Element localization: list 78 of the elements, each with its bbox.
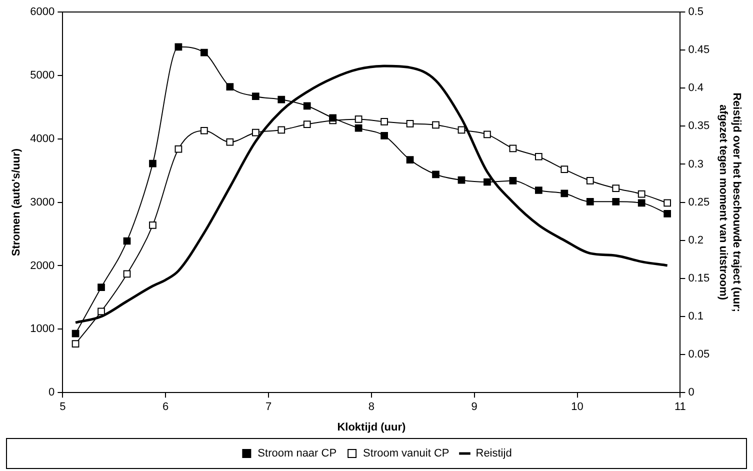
point xyxy=(200,48,208,56)
point xyxy=(72,340,80,348)
x-tick-label: 10 xyxy=(571,401,584,414)
point xyxy=(252,92,260,100)
y-tick-label: 6000 xyxy=(30,6,55,18)
point xyxy=(149,221,156,229)
point xyxy=(664,210,672,218)
point xyxy=(149,160,156,168)
y2-tick-label: 0.05 xyxy=(688,348,710,361)
y-tick-label: 5000 xyxy=(30,69,55,82)
point xyxy=(586,177,594,184)
point xyxy=(174,145,182,153)
x-tick-label: 6 xyxy=(162,401,169,414)
point xyxy=(406,156,414,164)
point xyxy=(354,124,362,132)
point xyxy=(252,128,260,136)
y-axis-title: Stromen (auto's/uur) xyxy=(10,148,23,256)
x-tick-label: 5 xyxy=(60,401,66,414)
x-tick-label: 11 xyxy=(674,401,686,414)
point xyxy=(303,102,311,110)
point xyxy=(200,126,208,134)
point xyxy=(98,308,105,316)
point xyxy=(226,83,234,91)
point xyxy=(303,120,311,128)
point xyxy=(534,186,542,194)
point xyxy=(72,330,80,338)
point xyxy=(174,43,182,51)
legend-label: Reistijd xyxy=(476,448,512,460)
point xyxy=(638,199,646,207)
point xyxy=(278,126,286,134)
point xyxy=(484,130,491,138)
point xyxy=(638,190,646,198)
y-tick-label: 3000 xyxy=(30,196,55,208)
point xyxy=(484,178,491,186)
point xyxy=(612,184,620,192)
point xyxy=(612,198,620,206)
x-tick-label: 9 xyxy=(471,401,478,414)
point xyxy=(458,126,466,134)
point xyxy=(509,144,517,152)
x-axis-title: Kloktijd (uur) xyxy=(337,421,406,434)
point xyxy=(380,118,388,126)
y2-tick-label: 0 xyxy=(688,386,694,399)
y2-tick-label: 0.15 xyxy=(688,272,710,284)
point xyxy=(329,114,337,122)
point xyxy=(534,152,542,160)
point xyxy=(123,270,131,278)
y-tick-label: 0 xyxy=(48,386,55,399)
point xyxy=(406,120,414,128)
point xyxy=(664,199,672,207)
y2-tick-label: 0.5 xyxy=(688,6,704,18)
y2-tick-label: 0.1 xyxy=(688,310,704,323)
y2-tick-label: 0.4 xyxy=(688,82,704,94)
point xyxy=(586,198,594,206)
legend-label: Stroom vanuit CP xyxy=(363,448,450,460)
y-tick-label: 1000 xyxy=(30,323,55,336)
point xyxy=(560,166,568,173)
legend-label: Stroom naar CP xyxy=(258,448,337,460)
y2-tick-label: 0.45 xyxy=(688,44,710,56)
y2-tick-label: 0.3 xyxy=(688,158,704,170)
point xyxy=(509,177,517,184)
y2-tick-label: 0.35 xyxy=(688,120,710,132)
y2-axis-title: Reistijd over het beschouwde traject (uur; afgezet tegen moment van uitstroom) xyxy=(717,92,742,312)
point xyxy=(432,121,440,129)
y2-tick-label: 0.2 xyxy=(688,234,704,246)
point xyxy=(432,170,440,178)
x-tick-label: 7 xyxy=(265,401,272,414)
y-tick-label: 4000 xyxy=(30,132,55,145)
y2-tick-label: 0.25 xyxy=(688,196,710,208)
point xyxy=(226,138,234,146)
x-tick-label: 8 xyxy=(368,401,374,414)
y-tick-label: 2000 xyxy=(30,260,55,272)
point xyxy=(560,190,568,198)
point xyxy=(123,237,131,245)
point xyxy=(458,176,466,184)
point xyxy=(278,96,286,104)
point xyxy=(354,116,362,123)
point xyxy=(98,284,105,291)
point xyxy=(380,132,388,140)
